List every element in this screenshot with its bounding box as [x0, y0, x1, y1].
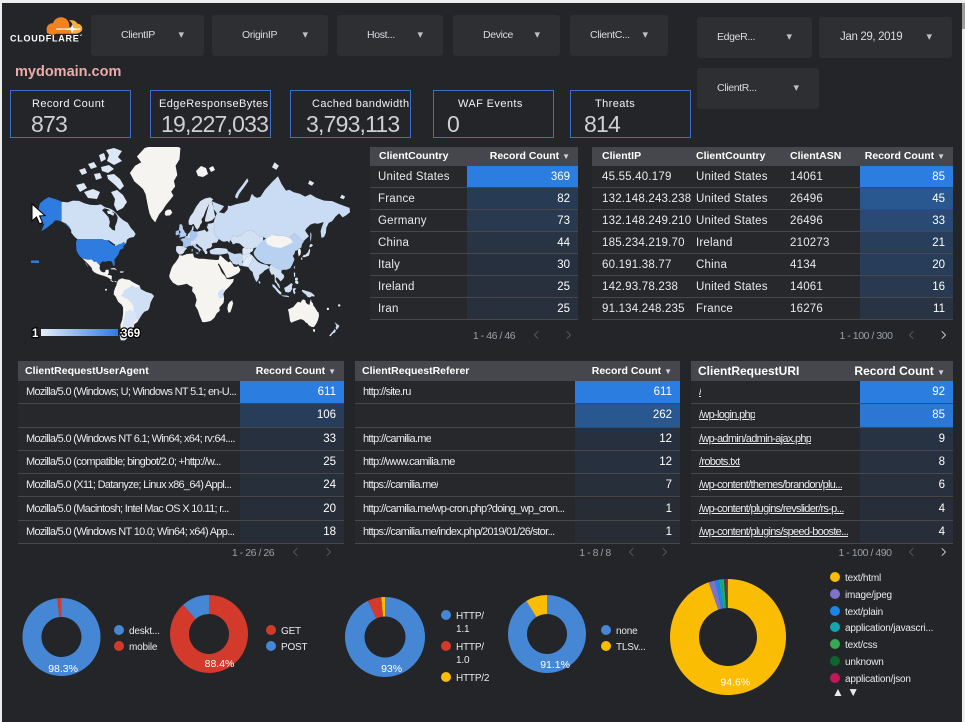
svg-text:91.1%: 91.1% — [540, 659, 570, 671]
svg-text:369: 369 — [121, 328, 140, 340]
svg-text:93%: 93% — [381, 663, 402, 675]
svg-text:1: 1 — [32, 328, 39, 340]
svg-text:94.6%: 94.6% — [720, 676, 750, 688]
svg-text:CLOUDFLARE´: CLOUDFLARE´ — [10, 34, 83, 44]
svg-text:98.3%: 98.3% — [48, 663, 78, 675]
svg-text:88.4%: 88.4% — [205, 658, 235, 670]
